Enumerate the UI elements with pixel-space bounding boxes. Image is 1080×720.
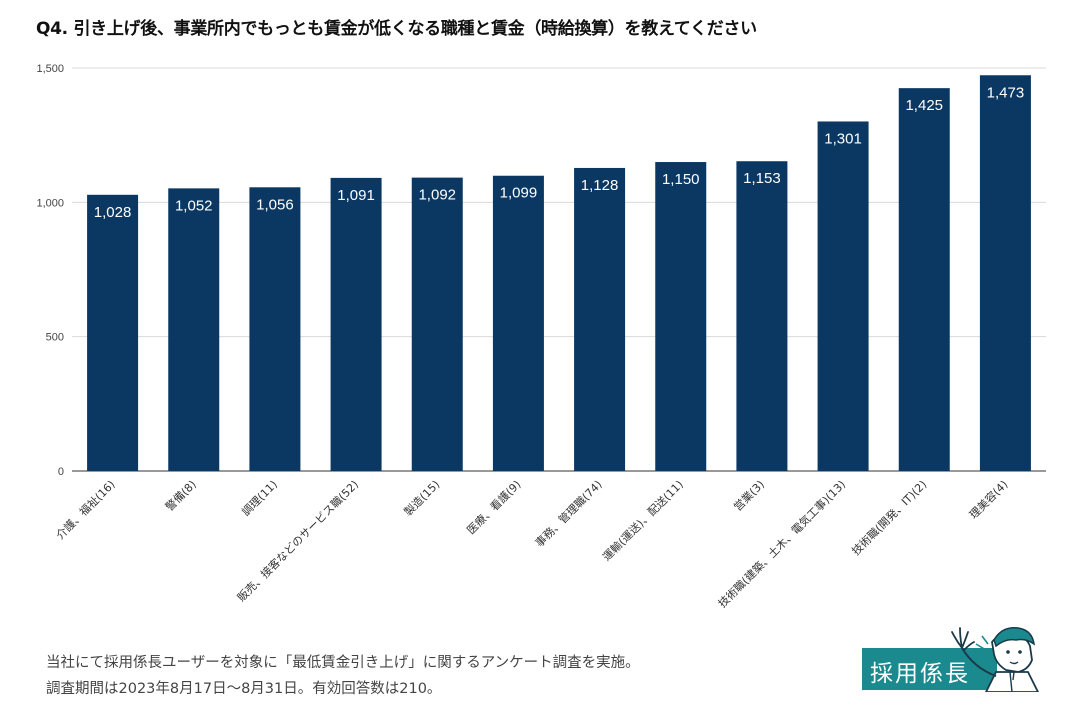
- bar-value-label: 1,028: [94, 204, 132, 221]
- x-tick-label: 医療、看護(9): [464, 477, 524, 537]
- x-tick-label: 技術職(建築、土木、電気工事)(13): [715, 477, 848, 610]
- bar: [411, 177, 463, 471]
- bar: [817, 121, 869, 472]
- bar: [87, 194, 139, 471]
- bar: [249, 187, 301, 471]
- x-tick-label: 製造(15): [401, 477, 442, 518]
- bar: [979, 75, 1031, 471]
- bar: [492, 175, 544, 471]
- y-tick-label: 1,000: [36, 197, 64, 209]
- x-tick-label: 技術職(開発、IT)(2): [849, 477, 930, 558]
- logo-badge: 採用係長: [862, 648, 997, 690]
- bar: [655, 162, 707, 472]
- y-tick-label: 0: [58, 466, 64, 478]
- bar: [898, 88, 950, 472]
- bar-value-label: 1,150: [662, 171, 700, 188]
- x-tick-label: 事務、管理職(74): [532, 477, 605, 550]
- bar-value-label: 1,301: [824, 130, 862, 147]
- bar-value-label: 1,091: [337, 187, 375, 204]
- chart-title: Q4. 引き上げ後、事業所内でもっとも賃金が低くなる職種と賃金（時給換算）を教え…: [36, 19, 757, 39]
- x-tick-label: 営業(3): [731, 477, 767, 513]
- logo-text: 採用係長: [870, 661, 970, 687]
- bar-value-label: 1,099: [500, 185, 538, 202]
- bar-value-label: 1,056: [256, 196, 294, 213]
- bar-value-label: 1,425: [905, 97, 943, 114]
- saiyo-kakaricho-logo: 採用係長: [862, 620, 1040, 692]
- bar: [168, 188, 220, 471]
- bar: [574, 167, 626, 471]
- bar: [736, 161, 788, 471]
- bar-value-label: 1,052: [175, 197, 213, 214]
- x-tick-label: 理美容(4): [966, 477, 1010, 521]
- bar-value-label: 1,473: [987, 84, 1025, 101]
- bar-chart: 0 500 1,000 1,500 1,028 介護、福祉(16) 1,052 警備(8) 1,…: [36, 63, 1046, 610]
- x-tick-label: 警備(8): [162, 477, 198, 513]
- bar-value-label: 1,153: [743, 170, 781, 187]
- x-tick-label: 調理(11): [239, 477, 280, 518]
- x-tick-label: 運輸(運送)、配送(11): [599, 477, 685, 563]
- bar-value-label: 1,092: [418, 187, 456, 204]
- y-tick-label: 500: [46, 332, 64, 344]
- x-tick-label: 介護、福祉(16): [53, 477, 118, 542]
- mascot-figure-icon: [951, 627, 1040, 692]
- y-tick-label: 1,500: [36, 63, 64, 75]
- bar: [330, 177, 382, 471]
- bar-value-label: 1,128: [581, 177, 619, 194]
- survey-note-line1: 当社にて採用係長ユーザーを対象に「最低賃金引き上げ」に関するアンケート調査を実施…: [46, 655, 640, 671]
- survey-note-line2: 調査期間は2023年8月17日〜8月31日。有効回答数は210。: [46, 681, 442, 697]
